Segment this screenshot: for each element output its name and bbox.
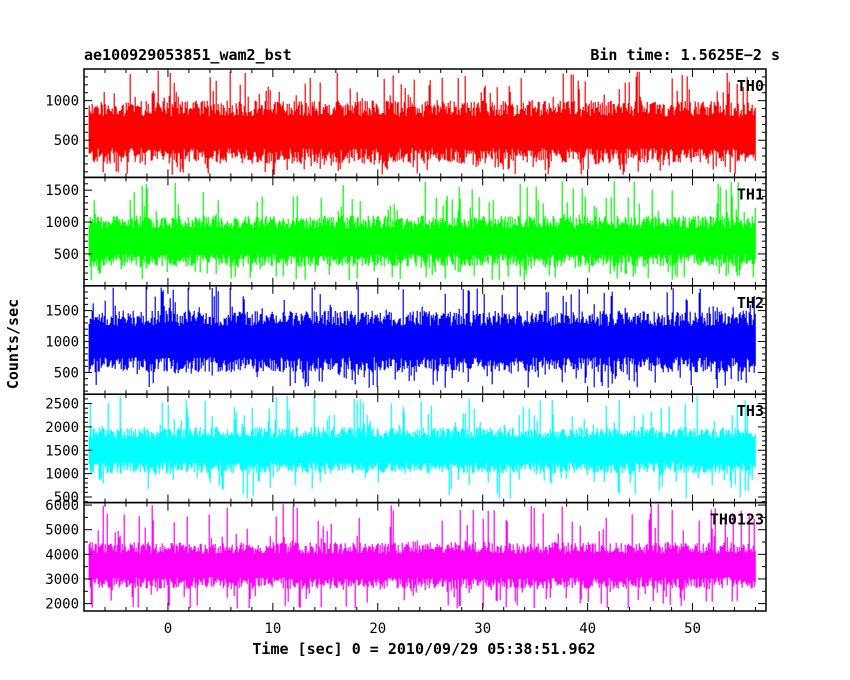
y-tick-label: 1000 [45,94,79,110]
y-tick-label: 1500 [45,443,79,459]
x-tick-label: 20 [369,621,386,637]
series-th3 [88,395,756,499]
x-tick-label: 30 [474,621,491,637]
y-tick-label: 1000 [45,467,79,483]
y-tick-label: 500 [54,133,79,149]
panel-frame [83,501,767,612]
panel-label-th1: TH1 [737,185,764,203]
y-tick-label: 2500 [45,397,79,413]
panel-th2: 500 1000 1500 TH2 [45,285,767,395]
x-tick-labels: 0 10 20 30 40 50 [164,621,701,637]
panel-th0123: 2000 3000 4000 5000 6000 TH0123 [45,498,767,613]
y-tick-label: 5000 [45,523,79,539]
series-th2 [88,286,756,388]
y-tick-label: 500 [54,366,79,382]
y-tick-label: 4000 [45,547,79,563]
panel-label-th0123: TH0123 [710,511,764,529]
x-tick-label: 50 [684,621,701,637]
y-tick-label: 1000 [45,215,79,231]
y-tick-label: 1000 [45,335,79,351]
panel-label-th2: TH2 [737,294,764,312]
y-tick-label: 1500 [45,183,79,199]
y-axis-label: Counts/sec [4,299,22,389]
series-th0 [88,70,756,175]
y-tick-label: 500 [54,490,79,506]
x-tick-label: 40 [579,621,596,637]
panel-th0: 500 1000 TH0 [45,68,767,179]
y-tick-label: 500 [54,247,79,263]
chart-title: ae100929053851_wam2_bst [84,46,292,64]
bin-time-label: Bin time: 1.5625E−2 s [590,46,780,64]
series-th1 [88,181,756,281]
y-tick-label: 1500 [45,304,79,320]
x-tick-label: 10 [264,621,281,637]
panel-th1: 500 1000 1500 TH1 [45,176,767,287]
panel-label-th3: TH3 [737,402,764,420]
panel-label-th0: TH0 [737,77,764,95]
y-tick-label: 6000 [45,498,79,514]
y-tick-label: 2000 [45,597,79,613]
x-tick-label: 0 [164,621,172,637]
series-th0123 [88,504,756,609]
y-tick-label: 2000 [45,420,79,436]
x-axis-label: Time [sec] 0 = 2010/09/29 05:38:51.962 [252,640,595,658]
y-tick-label: 3000 [45,572,79,588]
panel-th3: 500 1000 1500 2000 2500 TH3 [45,393,767,506]
